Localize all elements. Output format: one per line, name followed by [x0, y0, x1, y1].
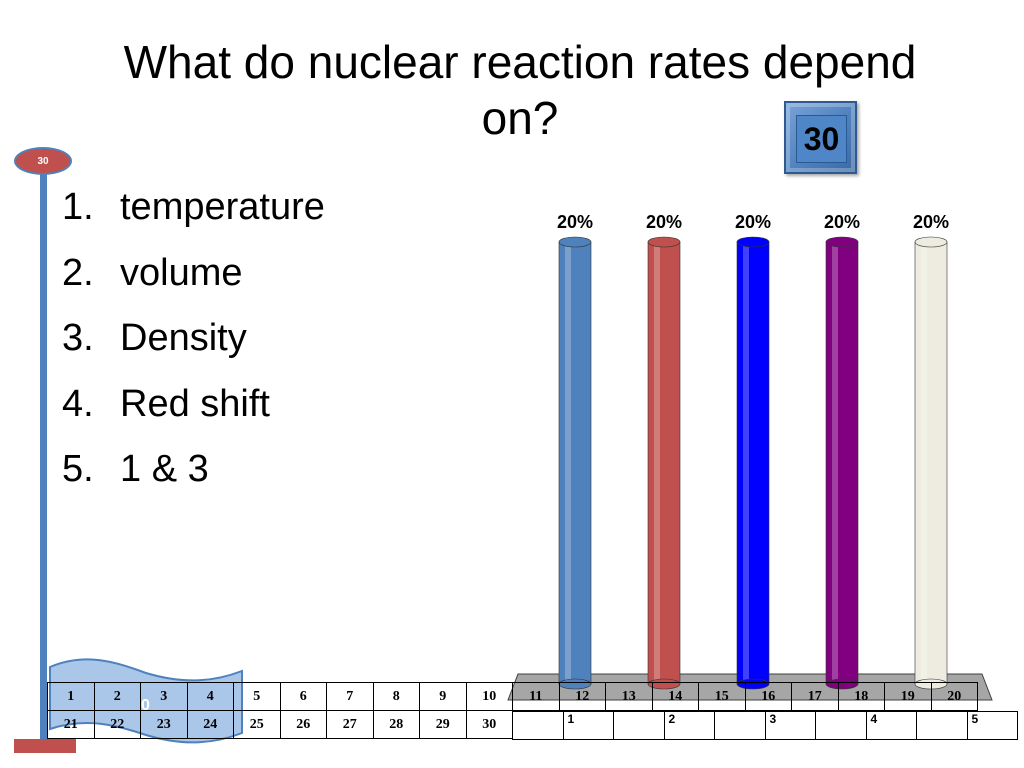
grid-cell: 12	[558, 682, 606, 711]
grid-cell: 24	[186, 710, 234, 739]
grid-cell: 11	[512, 682, 560, 711]
bar-highlight	[565, 242, 571, 684]
countdown-badge: 30	[14, 147, 72, 175]
bar-group: 20% 20% 20% 20% 20%	[557, 212, 949, 690]
grid-cell: 21	[47, 710, 95, 739]
grid-cell: 1	[47, 682, 95, 711]
grid-cell: 28	[372, 710, 420, 739]
grid-cell: 27	[326, 710, 374, 739]
answer-list: 1. temperature 2. volume 3. Density 4. Red s…	[62, 186, 325, 514]
answer-grid-spacer	[916, 711, 968, 740]
data-label: 20%	[646, 212, 682, 232]
grid-cell: 5	[233, 682, 281, 711]
response-chart: 20% 20% 20% 20% 20%	[507, 212, 993, 701]
bar-highlight	[654, 242, 660, 684]
answer-option[interactable]: 2. volume	[62, 252, 325, 318]
grid-cell: 9	[419, 682, 467, 711]
grid-cell: 6	[279, 682, 327, 711]
grid-cell: 20	[930, 682, 978, 711]
answer-text: 1 & 3	[120, 448, 209, 490]
answer-text: Density	[120, 317, 247, 359]
grid-cell: 23	[140, 710, 188, 739]
grid-cell: 17	[791, 682, 839, 711]
answer-number: 5.	[62, 448, 94, 490]
answer-grid-spacer	[613, 711, 665, 740]
answer-number: 3.	[62, 317, 94, 359]
data-label: 20%	[824, 212, 860, 232]
bar-1	[558, 241, 592, 685]
question-title: What do nuclear reaction rates depend on…	[123, 36, 917, 144]
grid-cell: 18	[837, 682, 885, 711]
answer-option[interactable]: 1. temperature	[62, 186, 325, 252]
countdown-base	[14, 739, 76, 753]
bar-cap	[736, 236, 770, 248]
data-label: 20%	[735, 212, 771, 232]
answer-text: volume	[120, 251, 243, 294]
answer-grid-label: 5	[966, 711, 1018, 740]
answer-number: 2.	[62, 251, 94, 294]
bar-highlight	[832, 242, 838, 684]
grid-cell: 4	[186, 682, 234, 711]
bar-5	[914, 241, 948, 685]
answer-text: Red shift	[120, 382, 270, 425]
answer-grid-label: 1	[562, 711, 614, 740]
bar-highlight	[743, 242, 749, 684]
answer-label-grid: 1 2 3 4 5	[512, 711, 1018, 740]
answer-option[interactable]: 5. 1 & 3	[62, 448, 325, 514]
bar-cap	[647, 236, 681, 248]
grid-cell: 2	[93, 682, 141, 711]
answer-grid-label: 2	[663, 711, 715, 740]
grid-cell: 15	[698, 682, 746, 711]
grid-cell: 10	[465, 682, 513, 711]
grid-cell: 16	[744, 682, 792, 711]
grid-cell: 14	[651, 682, 699, 711]
answer-text: temperature	[120, 186, 325, 228]
grid-cell: 25	[233, 710, 281, 739]
grid-cell: 8	[372, 682, 420, 711]
grid-cell: 29	[419, 710, 467, 739]
data-label: 20%	[913, 212, 949, 232]
answer-grid-spacer	[512, 711, 564, 740]
answer-grid-spacer	[815, 711, 867, 740]
bar-highlight	[921, 242, 927, 684]
bar-cap	[825, 236, 859, 248]
data-label: 20%	[557, 212, 593, 232]
answer-grid-label: 3	[764, 711, 816, 740]
bar-2	[647, 241, 681, 685]
answer-option[interactable]: 4. Red shift	[62, 383, 325, 449]
answer-number: 1.	[62, 186, 94, 228]
bar-4	[825, 241, 859, 685]
grid-cell: 13	[605, 682, 653, 711]
answer-number: 4.	[62, 382, 94, 425]
grid-cell: 3	[140, 682, 188, 711]
response-grid: 1 2 3 4 5 6 7 8 9 10 11 12 13 14 15 16 17 18 19 20 21 22 23 24…	[47, 682, 978, 739]
bar-cap	[914, 236, 948, 248]
grid-cell: 26	[279, 710, 327, 739]
answer-option[interactable]: 3. Density	[62, 317, 325, 383]
bar-3	[736, 241, 770, 685]
answer-grid-spacer	[714, 711, 766, 740]
grid-cell: 7	[326, 682, 374, 711]
answer-grid-label: 4	[865, 711, 917, 740]
countdown-timer: 30	[784, 101, 857, 174]
grid-cell: 30	[465, 710, 513, 739]
countdown-value: 30	[796, 115, 847, 163]
grid-cell: 22	[93, 710, 141, 739]
grid-cell: 19	[884, 682, 932, 711]
bar-cap	[558, 236, 592, 248]
countdown-pole	[40, 174, 47, 742]
